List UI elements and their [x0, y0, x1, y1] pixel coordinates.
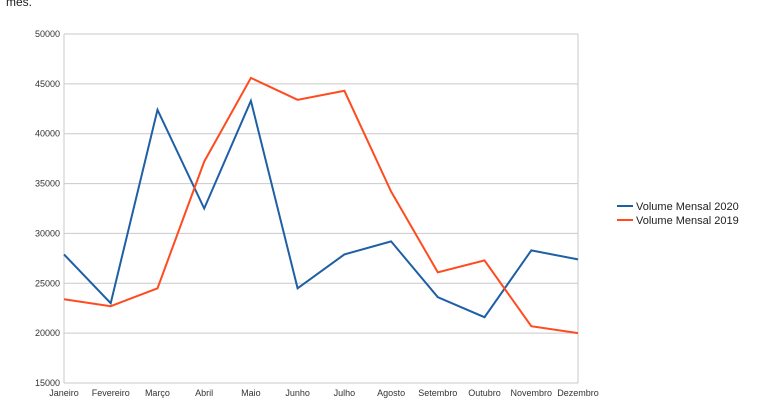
- y-tick-label: 35000: [35, 179, 60, 189]
- y-tick-label: 40000: [35, 129, 60, 139]
- caption-fragment: mes.: [6, 0, 33, 9]
- gridlines: [63, 33, 579, 384]
- legend-label: Volume Mensal 2019: [636, 215, 739, 227]
- legend: Volume Mensal 2020 Volume Mensal 2019: [617, 201, 739, 227]
- y-axis-ticks: 15000 20000 25000 30000 35000 40000 45000 50000: [35, 29, 60, 388]
- legend-label: Volume Mensal 2020: [636, 201, 739, 213]
- x-tick-label: Agosto: [377, 388, 405, 398]
- x-tick-label: Julho: [334, 388, 356, 398]
- series-line: [63, 97, 579, 319]
- series-lines: [63, 76, 579, 335]
- y-tick-label: 50000: [35, 29, 60, 39]
- x-tick-label: Dezembro: [557, 388, 599, 398]
- x-tick-label: Janeiro: [49, 388, 79, 398]
- x-tick-label: Junho: [285, 388, 310, 398]
- x-tick-label: Maio: [241, 388, 261, 398]
- y-tick-label: 25000: [35, 278, 60, 288]
- series-line: [63, 76, 579, 335]
- x-axis-ticks: Janeiro Fevereiro Março Abril Maio Junho Julho…: [49, 388, 599, 398]
- x-tick-label: Abril: [195, 388, 213, 398]
- y-tick-label: 20000: [35, 328, 60, 338]
- x-tick-label: Outubro: [468, 388, 501, 398]
- y-tick-label: 30000: [35, 228, 60, 238]
- y-tick-label: 15000: [35, 378, 60, 388]
- x-tick-label: Setembro: [418, 388, 457, 398]
- x-tick-label: Novembro: [511, 388, 553, 398]
- x-tick-label: Março: [145, 388, 170, 398]
- x-tick-label: Fevereiro: [92, 388, 130, 398]
- y-tick-label: 45000: [35, 79, 60, 89]
